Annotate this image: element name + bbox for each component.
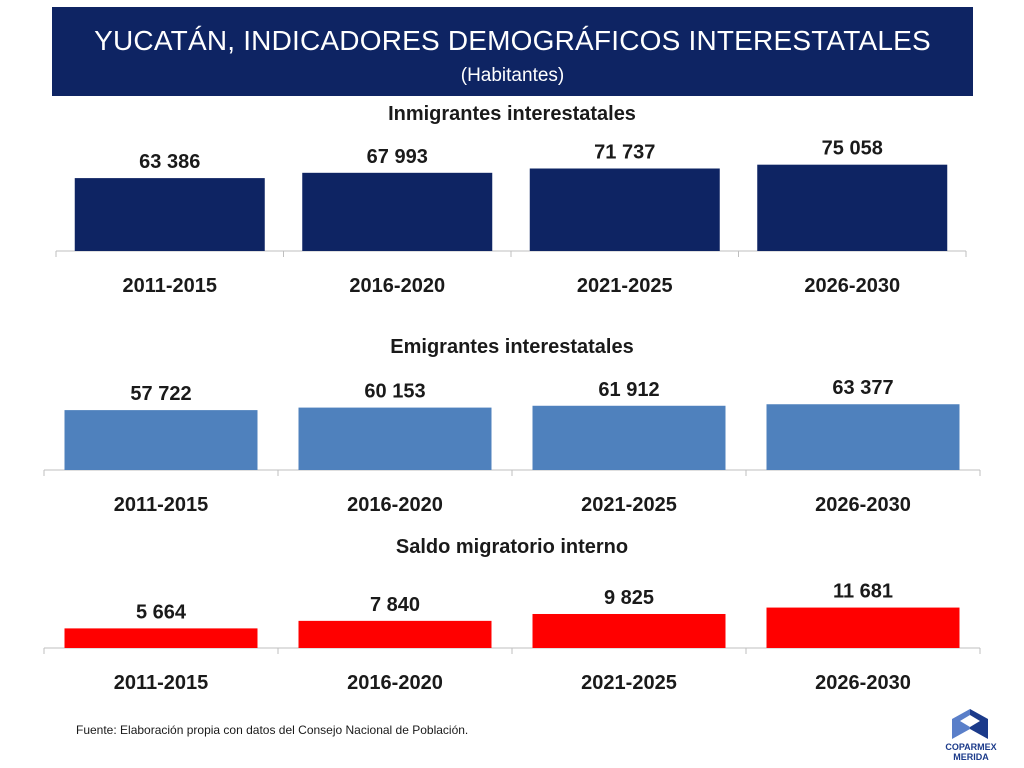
logo-wordmark: COPARMEX MERIDA [938, 742, 1004, 762]
data-label: 63 377 [832, 377, 893, 399]
page-subtitle: (Habitantes) [460, 65, 565, 86]
bar-2011-2015 [74, 178, 265, 251]
bar-2021-2025 [532, 405, 726, 470]
category-label: 2011-2015 [114, 672, 209, 694]
data-label: 7 840 [370, 594, 420, 616]
bar-2016-2020 [298, 620, 492, 648]
bar-2026-2030 [766, 607, 960, 648]
chart-title-emigrantes: Emigrantes interestatales [390, 336, 634, 358]
category-label: 2021-2025 [577, 275, 673, 297]
chart-inmigrantes: 63 386 2011-2015 67 993 2016-2020 71 737 2021… [0, 138, 1024, 310]
logo-text-coparmex: COPARMEX [945, 742, 997, 752]
category-label: 2026-2030 [804, 275, 900, 297]
data-label: 5 664 [136, 601, 187, 623]
data-label: 57 722 [130, 383, 191, 405]
category-label: 2016-2020 [349, 275, 445, 297]
bar-2016-2020 [302, 172, 493, 251]
category-label: 2026-2030 [815, 672, 911, 694]
bar-2021-2025 [529, 168, 720, 251]
bar-2026-2030 [757, 164, 948, 251]
chart-saldo: 5 664 2011-2015 7 840 2016-2020 9 825 2021-20… [0, 572, 1024, 702]
chart-svg: 63 386 2011-2015 67 993 2016-2020 71 737 2021… [55, 138, 967, 297]
logo-text-merida: MERIDA [953, 752, 989, 762]
chart-emigrantes: 57 722 2011-2015 60 153 2016-2020 61 912 2021… [0, 372, 1024, 522]
bar-2026-2030 [766, 404, 960, 470]
bar-2011-2015 [64, 628, 258, 648]
category-label: 2011-2015 [122, 275, 217, 297]
category-label: 2016-2020 [347, 672, 443, 694]
bar-2011-2015 [64, 410, 258, 470]
category-label: 2011-2015 [114, 494, 209, 516]
chart-svg: 5 664 2011-2015 7 840 2016-2020 9 825 2021-20… [43, 581, 981, 694]
chart-svg: 57 722 2011-2015 60 153 2016-2020 61 912 2021… [43, 377, 981, 516]
data-label: 67 993 [367, 146, 428, 168]
header-banner: YUCATÁN, INDICADORES DEMOGRÁFICOS INTERE… [52, 7, 973, 96]
category-label: 2016-2020 [347, 494, 443, 516]
category-label: 2021-2025 [581, 494, 677, 516]
coparmex-logo [942, 707, 998, 765]
chart-title-inmigrantes: Inmigrantes interestatales [388, 103, 636, 125]
data-label: 60 153 [364, 381, 425, 403]
data-label: 9 825 [604, 587, 654, 609]
data-label: 75 058 [822, 138, 883, 160]
page-title: YUCATÁN, INDICADORES DEMOGRÁFICOS INTERE… [94, 25, 931, 56]
category-label: 2021-2025 [581, 672, 677, 694]
source-note: Fuente: Elaboración propia con datos del… [76, 723, 469, 737]
data-label: 63 386 [139, 151, 200, 173]
category-label: 2026-2030 [815, 494, 911, 516]
data-label: 61 912 [598, 379, 659, 401]
chart-title-saldo: Saldo migratorio interno [395, 536, 629, 558]
bar-2021-2025 [532, 613, 726, 648]
data-label: 71 737 [594, 142, 655, 164]
data-label: 11 681 [833, 581, 893, 603]
bar-2016-2020 [298, 407, 492, 470]
